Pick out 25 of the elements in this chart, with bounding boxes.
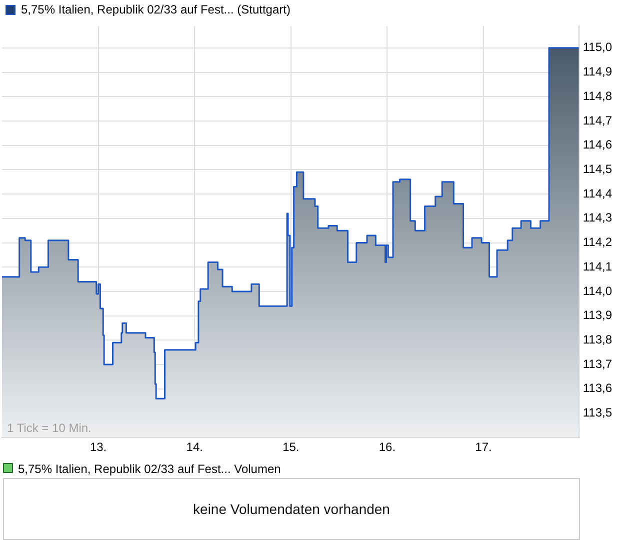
y-tick-label: 114,2 xyxy=(582,235,612,250)
annotation: 1 Tick = 10 Min. xyxy=(7,420,92,435)
y-tick-label: 114,4 xyxy=(582,186,612,200)
y-tick-label: 114,1 xyxy=(582,259,612,274)
y-tick-label: 113,8 xyxy=(582,332,612,346)
y-tick-label: 113,7 xyxy=(582,356,612,371)
y-tick-label: 114,0 xyxy=(582,284,612,298)
text: keine Volumendaten vorhanden xyxy=(193,501,390,517)
text: 5,75% Italien, Republik 02/33 auf Fest... Volumen xyxy=(18,462,281,476)
legend-label: 5,75% Italien, Republik 02/33 auf Fest... (Stuttgart) xyxy=(21,2,290,16)
y-tick-label: 114,3 xyxy=(582,210,612,225)
y-tick-label: 114,9 xyxy=(582,64,612,79)
y-tick-label: 114,5 xyxy=(582,162,612,176)
y-tick-label: 115,0 xyxy=(582,40,612,54)
y-tick-label: 113,6 xyxy=(582,381,612,396)
y-tick-label: 114,7 xyxy=(582,113,612,128)
y-tick-label: 114,6 xyxy=(582,138,612,152)
x-tick-label: 17. xyxy=(475,440,492,454)
x-tick-label: 13. xyxy=(90,440,107,454)
x-tick-label: 15. xyxy=(282,440,300,454)
y-tick-label: 114,8 xyxy=(582,88,612,103)
x-tick-label: 16. xyxy=(378,440,396,454)
x-tick-label: 14. xyxy=(186,440,203,454)
y-tick-label: 113,5 xyxy=(582,406,612,420)
y-tick-label: 113,9 xyxy=(582,308,612,322)
